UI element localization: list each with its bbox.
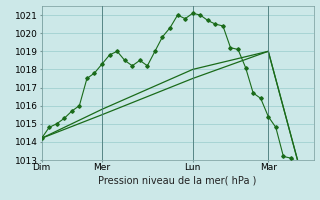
X-axis label: Pression niveau de la mer( hPa ): Pression niveau de la mer( hPa ) xyxy=(99,175,257,185)
